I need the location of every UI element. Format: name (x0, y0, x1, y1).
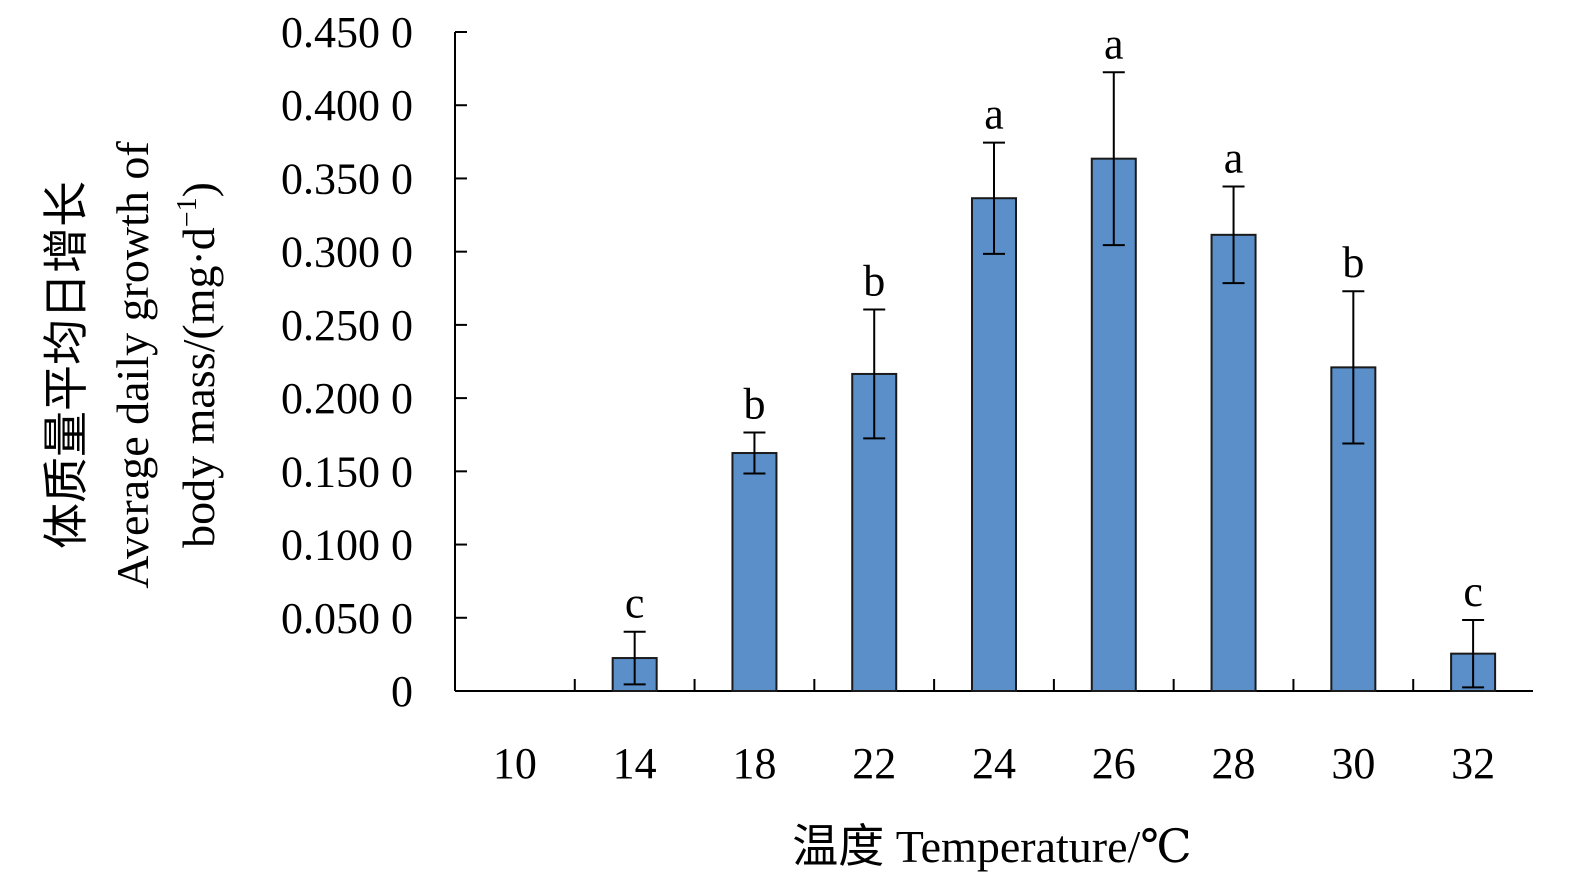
x-tick-label: 30 (1331, 739, 1375, 788)
bar (971, 197, 1017, 692)
y-axis-title-en-line2-close: ) (173, 182, 224, 197)
x-tick-label: 26 (1092, 739, 1136, 788)
significance-letter: b (1342, 238, 1364, 287)
error-bars (623, 71, 1485, 689)
significance-letter: a (1104, 19, 1124, 68)
x-tick-label: 10 (493, 739, 537, 788)
significance-letter: a (984, 90, 1004, 139)
y-axis-title-en-line2-base: body mass/(mg·d (173, 227, 224, 548)
significance-letter: c (625, 579, 645, 628)
y-tick-label: 0.400 0 (281, 81, 413, 130)
x-tick-label: 22 (852, 739, 896, 788)
significance-letter: b (743, 380, 765, 429)
y-axis-title-en-line1: Average daily growth of (107, 141, 158, 589)
y-tick-label: 0.450 0 (281, 8, 413, 57)
x-ticks (573, 679, 1415, 691)
significance-labels: c b b a a a b c (625, 19, 1483, 627)
y-tick-label: 0.050 0 (281, 594, 413, 643)
y-tick-label: 0.200 0 (281, 374, 413, 423)
x-tick-label: 28 (1212, 739, 1256, 788)
bar (1210, 233, 1257, 692)
significance-letter: b (863, 257, 885, 306)
x-axis-title: 温度 Temperature/℃ (792, 821, 1192, 872)
x-tick-label: 14 (613, 739, 657, 788)
significance-letter: a (1224, 133, 1244, 182)
x-tick-labels: 10 14 18 22 24 26 28 30 32 (493, 739, 1495, 788)
bars (611, 157, 1497, 693)
y-tick-label: 0.350 0 (281, 154, 413, 203)
y-axis-title-en-line2-sup: −1 (172, 197, 203, 227)
y-axis-title-en-line2: body mass/(mg·d−1) (172, 182, 224, 548)
x-tick-label: 18 (732, 739, 776, 788)
significance-letter: c (1463, 567, 1483, 616)
y-tick-label: 0.250 0 (281, 301, 413, 350)
bar (1090, 157, 1137, 692)
y-axis-title-zh: 体质量平均日增长 (41, 181, 92, 549)
y-tick-label: 0.150 0 (281, 447, 413, 496)
y-tick-label: 0.300 0 (281, 228, 413, 277)
y-tick-label: 0 (391, 667, 413, 716)
y-ticks: 0 0.050 0 0.100 0 0.150 0 0.200 0 0.250 0 0.30… (281, 8, 467, 716)
y-tick-label: 0.100 0 (281, 521, 413, 570)
x-tick-label: 32 (1451, 739, 1495, 788)
x-tick-label: 24 (972, 739, 1016, 788)
bar (731, 452, 778, 692)
